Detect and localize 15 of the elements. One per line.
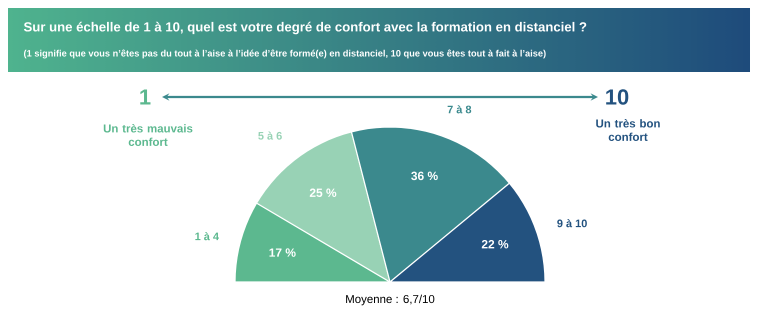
data-label: 22 % [482, 240, 508, 248]
data-label: 17 % [269, 248, 296, 257]
text: Un très mauvais confort [104, 124, 192, 146]
slice-label: 5 à 6 [258, 132, 282, 140]
slice-label: 7 à 8 [448, 105, 472, 114]
text: 1 [140, 89, 150, 105]
slice-label: 9 à 10 [557, 219, 587, 228]
text: Un très bon confort [596, 119, 660, 141]
chart-title: Sur une échelle de 1 à 10, quel est votre degré de confort avec la formation en distanciel ? [24, 22, 586, 34]
text: 10 [606, 89, 628, 105]
data-label: 25 % [310, 188, 336, 197]
text: Moyenne : 6,7/10 [346, 294, 434, 306]
slice-label: 1 à 4 [195, 232, 219, 240]
data-label: 36 % [411, 172, 438, 180]
chart-subtitle: (1 signifie que vous n’êtes pas du tout à l’aise à l’idée d’être formé(e) en distanciel, 10 que vous êtes tout à fait à l’aise) [24, 50, 546, 58]
